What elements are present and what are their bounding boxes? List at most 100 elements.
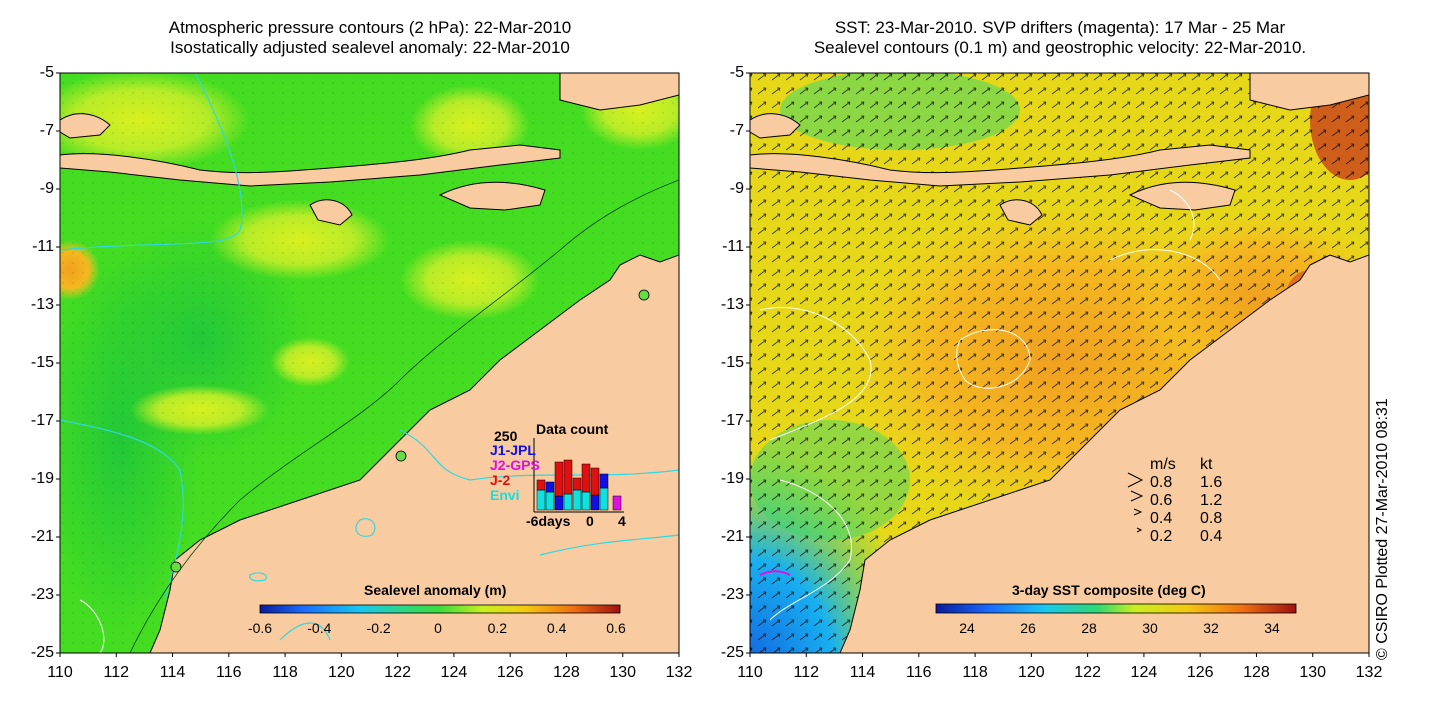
left-y-tick-label: -11 <box>32 238 54 255</box>
left-pressure-contour <box>60 73 243 251</box>
left-java-island-chain <box>60 144 561 187</box>
left-map <box>60 73 679 653</box>
left-colorbar-tick-label: 0.4 <box>546 620 567 636</box>
left-x-tick-label: 132 <box>665 664 693 681</box>
velocity-key-arrow-0.2 <box>1136 527 1143 533</box>
right-colorbar-tick-label: 26 <box>1020 620 1036 636</box>
right-colorbar-tick-label: 30 <box>1142 620 1158 636</box>
left-colorbar-tick-label: -0.2 <box>366 620 391 636</box>
right-y-tick-label: -5 <box>729 64 744 81</box>
left-colorbar <box>259 604 621 614</box>
inset-ymax-label: 250 <box>494 428 518 444</box>
right-java-island-chain <box>750 144 1251 187</box>
velocity-key-kt: 0.8 <box>1200 510 1223 527</box>
right-colorbar-gradient <box>935 603 1297 614</box>
credit-text: © CSIRO Plotted 27-Mar-2010 08:31 <box>1374 398 1391 660</box>
left-y-tick-label: -13 <box>30 296 54 313</box>
inset-bars <box>536 459 622 511</box>
velocity-key-kt: 0.4 <box>1200 528 1223 545</box>
right-y-tick-label: -9 <box>729 180 744 197</box>
velocity-key-kt: 1.6 <box>1200 474 1223 491</box>
right-colorbar-tick-label: 24 <box>959 620 975 636</box>
right-x-tick-label: 128 <box>1243 664 1270 681</box>
left-y-tick-label: -15 <box>30 354 54 371</box>
left-x-tick-label: 120 <box>328 664 355 681</box>
right-panel-title: SST: 23-Mar-2010. SVP drifters (magenta)… <box>750 18 1370 58</box>
left-colorbar-tick-label: 0.6 <box>606 620 626 636</box>
right-colorbar-tick-label: 32 <box>1203 620 1219 636</box>
left-colorbar-tick-label: -0.4 <box>307 620 332 636</box>
left-pressure-contour-4 <box>355 518 376 537</box>
left-x-tick-label: 126 <box>496 664 524 681</box>
inset-legend-envi: Envi <box>490 487 520 503</box>
right-colorbar-title: 3-day SST composite (deg C) <box>1012 582 1206 598</box>
left-shelf-contour <box>129 179 679 653</box>
left-panel-title: Atmospheric pressure contours (2 hPa): 2… <box>60 18 680 58</box>
axis-tick-marks <box>56 72 1370 657</box>
left-x-tick-label: 130 <box>609 664 637 681</box>
left-x-tick-label: 110 <box>47 664 73 681</box>
velocity-key-header-ms: m/s <box>1150 456 1176 473</box>
right-australia <box>839 254 1369 653</box>
left-colorbar-tick-label: 0.2 <box>487 620 508 636</box>
left-x-tick-label: 122 <box>384 664 411 681</box>
right-title-line1: SST: 23-Mar-2010. SVP drifters (magenta)… <box>834 18 1286 37</box>
left-x-tick-label: 116 <box>216 664 242 681</box>
left-colorbar-tick-label: -0.6 <box>247 620 273 636</box>
left-x-tick-label: 128 <box>553 664 580 681</box>
right-y-tick-label: -23 <box>720 586 744 603</box>
velocity-key-ms: 0.4 <box>1150 510 1173 527</box>
velocity-key-arrows <box>1127 472 1144 533</box>
velocity-key-ms: 0.8 <box>1150 474 1173 491</box>
left-pressure-contour-7 <box>539 534 679 556</box>
right-svp-drifter-track <box>759 570 791 576</box>
left-tide-gauge-marker <box>395 450 407 462</box>
velocity-key-arrow-0.6 <box>1130 490 1144 502</box>
right-x-tick-label: 118 <box>962 664 988 681</box>
left-island <box>60 113 111 139</box>
left-tide-gauge-marker <box>638 289 650 301</box>
inset-xlabel-mid: 0 <box>586 513 594 529</box>
right-island <box>750 113 801 139</box>
left-x-tick-label: 124 <box>440 664 468 681</box>
velocity-key-kt: 1.2 <box>1200 492 1223 509</box>
right-x-tick-label: 122 <box>1074 664 1101 681</box>
right-y-tick-label: -21 <box>720 528 744 545</box>
velocity-key-arrow-0.4 <box>1133 508 1143 516</box>
right-y-tick-label: -11 <box>722 238 744 255</box>
left-x-tick-label: 118 <box>272 664 298 681</box>
right-map <box>750 73 1369 653</box>
right-y-tick-label: -15 <box>720 354 744 371</box>
right-colorbar <box>935 603 1297 614</box>
left-y-tick-label: -7 <box>39 122 54 139</box>
velocity-key: m/s kt 0.8 1.6 0.6 1.2 0.4 0.8 0.2 0.4 <box>1150 456 1222 546</box>
right-y-tick-label: -13 <box>720 296 744 313</box>
data-count-inset <box>533 438 624 513</box>
left-colorbar-title: Sealevel anomaly (m) <box>364 582 507 598</box>
right-x-tick-label: 112 <box>793 664 820 681</box>
right-y-tick-label: -7 <box>729 122 744 139</box>
left-island-sumba <box>309 199 353 226</box>
inset-legend-j1: J1-JPL <box>490 442 536 458</box>
left-colorbar-tick-label: 0 <box>434 620 442 636</box>
left-colorbar-gradient <box>259 604 621 614</box>
inset-legend-j2gps: J2-GPS <box>490 457 540 473</box>
right-x-tick-label: 130 <box>1299 664 1327 681</box>
left-y-tick-label: -25 <box>30 644 54 661</box>
right-y-tick-label: -25 <box>720 644 744 661</box>
right-x-tick-label: 126 <box>1186 664 1214 681</box>
left-pressure-contour-3 <box>399 429 679 481</box>
left-pressure-contour-6 <box>279 622 331 641</box>
right-sealevel-contour-4 <box>1109 249 1221 281</box>
left-y-tick-label: -23 <box>30 586 54 603</box>
inset-title: Data count <box>536 421 609 437</box>
left-x-tick-label: 114 <box>159 664 186 681</box>
inset-legend: J1-JPL J2-GPS J-2 Envi <box>490 443 540 503</box>
left-title-line1: Atmospheric pressure contours (2 hPa): 2… <box>168 18 572 37</box>
right-island-north <box>1249 73 1369 111</box>
left-island-timor <box>438 181 546 211</box>
inset-xlabel-left: -6days <box>526 513 571 529</box>
right-colorbar-tick-label: 34 <box>1264 620 1280 636</box>
right-y-tick-label: -17 <box>720 412 744 429</box>
